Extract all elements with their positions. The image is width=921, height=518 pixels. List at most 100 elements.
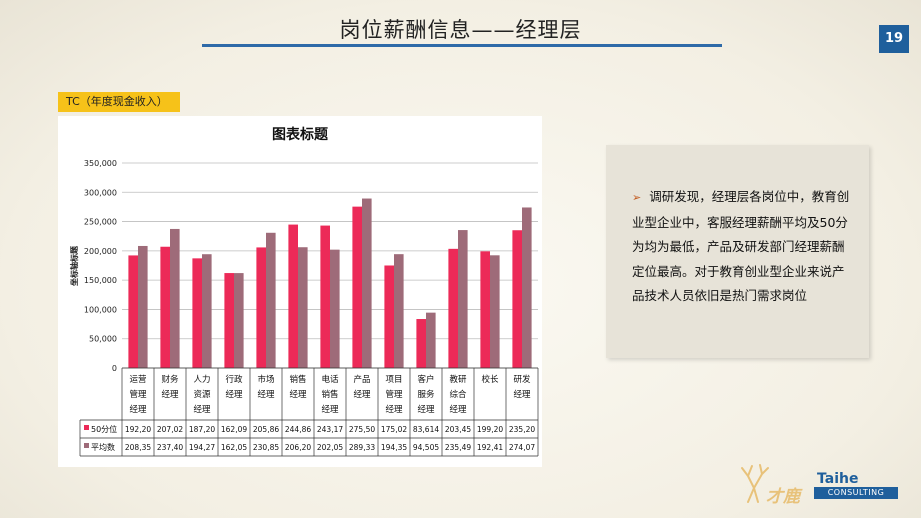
category-label: 销售 <box>321 389 338 400</box>
bar-mean <box>266 232 276 368</box>
arrow-bullet-icon: ➢ <box>632 191 642 204</box>
bar-mean <box>394 254 404 368</box>
category-label: 经理 <box>161 389 179 400</box>
deer-logo-icon: 才鹿 <box>741 464 803 507</box>
data-value-label: 230,85 <box>253 443 279 452</box>
bar-p50 <box>192 258 202 368</box>
bars <box>128 198 532 368</box>
y-tick-label: 300,000 <box>84 188 117 197</box>
bar-mean <box>138 245 148 368</box>
y-tick-label: 150,000 <box>84 276 117 285</box>
data-table: 运营管理经理财务经理人力资源经理行政经理市场经理销售经理电话销售经理产品经理项目… <box>79 367 539 457</box>
category-label: 经理 <box>257 389 275 400</box>
y-tick-label: 100,000 <box>84 305 117 314</box>
category-label: 经理 <box>417 404 435 415</box>
bar-mean <box>458 230 468 368</box>
category-label: 经理 <box>449 404 467 415</box>
category-label: 经理 <box>193 404 211 415</box>
data-value-label: 192,20 <box>125 425 151 434</box>
data-value-label: 235,49 <box>445 443 471 452</box>
bar-p50 <box>288 224 298 368</box>
bar-mean <box>522 207 532 368</box>
data-value-label: 192,41 <box>477 443 503 452</box>
y-tick-label: 0 <box>112 364 117 373</box>
bar-mean <box>170 228 180 368</box>
data-value-label: 162,05 <box>221 443 247 452</box>
bar-mean <box>330 249 340 368</box>
data-value-label: 83,614 <box>413 425 439 434</box>
consulting-logo-bar: CONSULTING <box>814 487 898 499</box>
note-box <box>606 145 869 358</box>
data-value-label: 289,33 <box>349 443 375 452</box>
bar-p50 <box>352 206 362 368</box>
data-value-label: 94,505 <box>413 443 439 452</box>
note-text: ➢ 调研发现，经理层各岗位中，教育创业型企业中，客服经理薪酬平均及50分为均为最低… <box>632 185 854 309</box>
data-value-label: 275,50 <box>349 425 375 434</box>
data-value-label: 199,20 <box>477 425 503 434</box>
data-value-label: 202,05 <box>317 443 343 452</box>
legend-label: 50分位 <box>91 424 117 434</box>
data-value-label: 243,17 <box>317 425 343 434</box>
data-value-label: 194,35 <box>381 443 407 452</box>
category-label: 服务 <box>417 389 435 400</box>
bar-mean <box>362 198 372 368</box>
y-tick-label: 50,000 <box>89 335 117 344</box>
category-label: 产品 <box>353 374 370 385</box>
category-label: 经理 <box>353 389 371 400</box>
bar-p50 <box>416 319 426 368</box>
data-value-label: 237,40 <box>157 443 183 452</box>
bar-chart: 0 50,000 100,000 150,000 200,000 250,000 300,0… <box>69 159 539 457</box>
bar-mean <box>490 255 500 368</box>
data-value-label: 187,20 <box>189 425 215 434</box>
bar-p50 <box>160 246 170 368</box>
category-label: 运营 <box>129 374 146 385</box>
page-number: 19 <box>879 25 909 53</box>
category-label: 市场 <box>257 374 274 385</box>
category-label: 管理 <box>129 389 147 400</box>
bar-p50 <box>384 265 394 368</box>
note-body: 调研发现，经理层各岗位中，教育创业型企业中，客服经理薪酬平均及50分为均为最低，… <box>632 189 850 304</box>
category-label: 经理 <box>513 389 531 400</box>
brand-cn-text: 才鹿 <box>766 487 803 507</box>
legend-swatch <box>84 443 89 448</box>
y-tick-label: 350,000 <box>84 159 117 168</box>
data-value-label: 194,27 <box>189 443 215 452</box>
category-label: 经理 <box>321 404 339 415</box>
bar-p50 <box>512 230 522 368</box>
category-label: 管理 <box>385 389 403 400</box>
category-label: 经理 <box>129 404 147 415</box>
chart-title: 图表标题 <box>272 127 328 143</box>
category-label: 财务 <box>161 374 179 385</box>
data-value-label: 162,09 <box>221 425 247 434</box>
data-value-label: 244,86 <box>285 425 311 434</box>
data-value-label: 203,45 <box>445 425 471 434</box>
data-value-label: 205,86 <box>253 425 279 434</box>
section-label: TC（年度现金收入） <box>58 92 180 112</box>
category-label: 综合 <box>449 389 467 400</box>
data-value-label: 175,02 <box>381 425 407 434</box>
bar-p50 <box>256 247 266 368</box>
category-label: 教研 <box>449 374 467 385</box>
bar-mean <box>298 247 308 368</box>
data-value-label: 207,02 <box>157 425 183 434</box>
category-label: 人力 <box>193 374 210 385</box>
category-label: 行政 <box>225 374 243 385</box>
data-value-label: 206,20 <box>285 443 311 452</box>
data-value-label: 274,07 <box>509 443 535 452</box>
category-label: 研发 <box>513 374 531 385</box>
bar-p50 <box>480 251 490 368</box>
legend-label: 平均数 <box>91 442 115 452</box>
y-tick-label: 250,000 <box>84 218 117 227</box>
category-label: 项目 <box>385 375 402 385</box>
category-label: 资源 <box>193 389 211 400</box>
title-underline <box>202 44 722 47</box>
bar-mean <box>426 312 436 368</box>
y-axis-ticks: 0 50,000 100,000 150,000 200,000 250,000 300,0… <box>84 159 117 373</box>
legend-swatch <box>84 425 89 430</box>
bar-p50 <box>128 255 138 368</box>
bar-mean <box>234 273 244 368</box>
category-label: 客户 <box>417 374 434 385</box>
category-label: 销售 <box>289 374 306 385</box>
category-label: 经理 <box>385 404 403 415</box>
data-value-label: 208,35 <box>125 443 151 452</box>
